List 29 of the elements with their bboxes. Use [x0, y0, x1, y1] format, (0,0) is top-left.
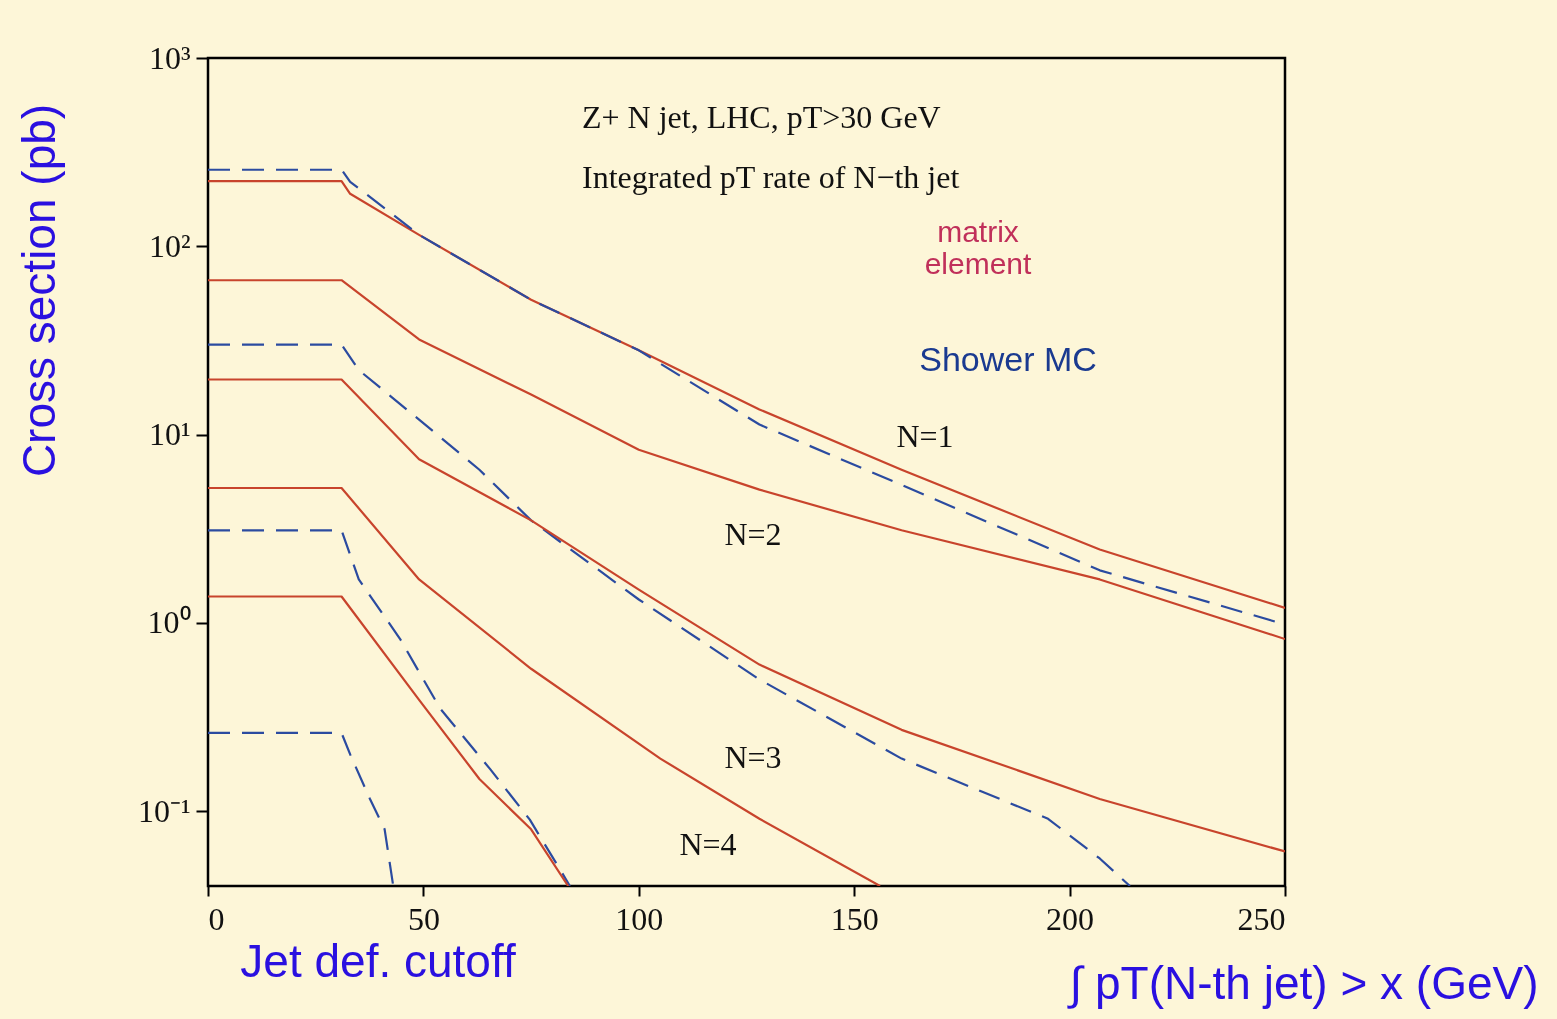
line-series: [208, 595, 570, 886]
line-series: [208, 343, 1132, 886]
x-tick-label: 100: [615, 900, 664, 937]
annotation: N=1: [896, 418, 954, 454]
line-series: [208, 731, 395, 886]
x-tick-label: 50: [407, 900, 440, 937]
y-tick-label: 10²: [148, 227, 191, 264]
line-series: [208, 529, 571, 886]
x-tick-label: 250: [1237, 900, 1286, 937]
x-tick-label: 200: [1046, 900, 1095, 937]
y-axis-title: Cross section (pb): [12, 103, 65, 478]
annotation: Shower MC: [919, 340, 1097, 378]
annotation: N=4: [679, 826, 737, 862]
annotation: N=2: [724, 516, 782, 552]
text: Jet def. cutoff: [240, 935, 516, 987]
x-tick-label: 150: [830, 900, 879, 937]
x-axis-title: ∫ pT(N-th jet) > x (GeV): [1066, 956, 1539, 1009]
line-series: [208, 279, 1285, 641]
annotation: matrix element: [924, 215, 1033, 280]
annotation: Z+ N jet, LHC, pT>30 GeV: [582, 99, 941, 135]
annotation: Integrated pT rate of N−th jet: [582, 159, 960, 195]
annotation: N=3: [724, 739, 782, 775]
y-tick-label: 10³: [148, 39, 191, 76]
x-tick-label: 0: [208, 900, 225, 937]
y-tick-label: 10⁰: [147, 604, 191, 641]
y-tick-label: 10⁻¹: [137, 792, 191, 829]
line-series: [208, 378, 1285, 853]
y-tick-label: 10¹: [148, 416, 191, 453]
line-series: [208, 486, 882, 886]
